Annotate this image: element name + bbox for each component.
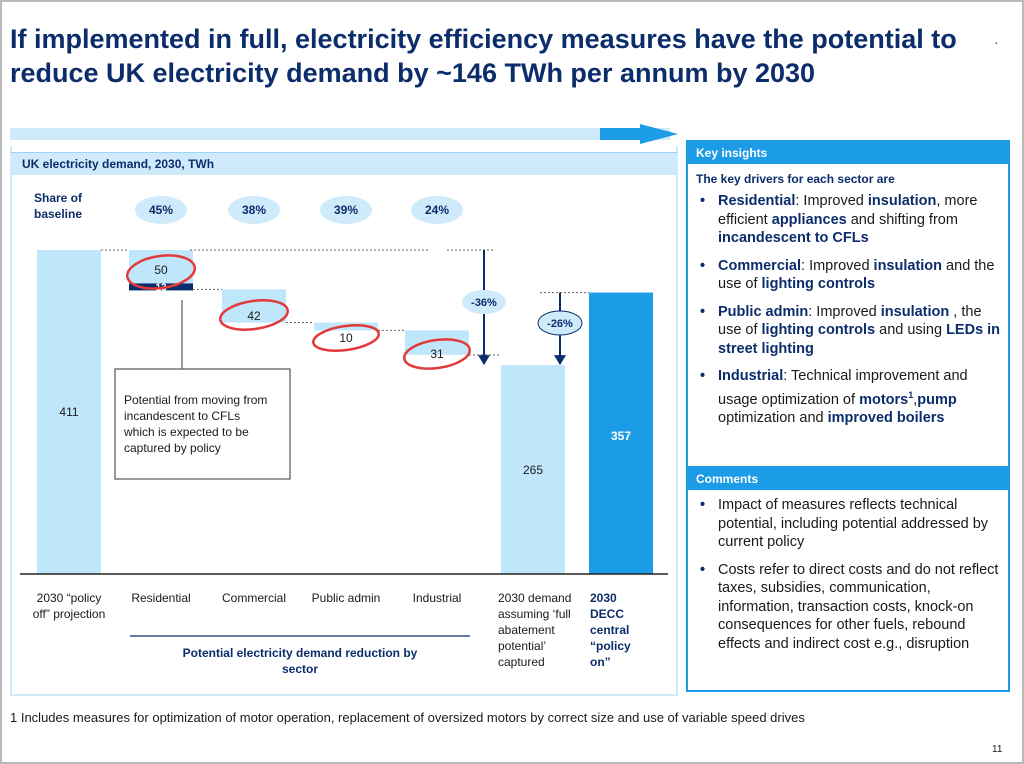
share-label-line2: baseline <box>34 207 82 221</box>
value-label-industrial: 31 <box>430 347 444 361</box>
insight-item: • Residential: Improved insulation, more … <box>700 193 978 246</box>
value-label-public-admin: 10 <box>339 331 353 345</box>
comment-item: • Costs refer to direct costs and do not … <box>700 561 999 652</box>
chart-title: UK electricity demand, 2030, TWh <box>22 157 215 171</box>
category-label: DECC <box>590 607 624 621</box>
value-label-full-abatement: 265 <box>523 463 543 477</box>
share-value: 38% <box>242 203 266 217</box>
callout-text-line: incandescent to CFLs <box>124 409 240 423</box>
category-label: potential’ <box>498 639 546 653</box>
category-label: Residential <box>131 591 190 605</box>
key-insights-list: • Residential: Improved insulation, more … <box>688 192 1008 427</box>
annotation-circle <box>312 324 380 352</box>
bullet-icon: • <box>700 193 706 209</box>
insight-item: • Commercial: Improved insulation and the… <box>700 257 995 293</box>
share-oval <box>228 196 280 224</box>
category-label: assuming ‘full <box>498 607 571 621</box>
change-oval <box>537 310 583 336</box>
category-label: 2030 demand <box>498 591 571 605</box>
slide-title: If implemented in full, electricity effi… <box>10 24 957 88</box>
key-insights-panel: Key insights The key drivers for each se… <box>686 140 1010 470</box>
corner-mark: · <box>994 34 999 50</box>
value-label-commercial: 42 <box>247 309 261 323</box>
header-arrow-accent <box>600 128 640 140</box>
share-value: 45% <box>149 203 173 217</box>
bullet-icon: • <box>700 561 706 578</box>
panel-left-border <box>10 146 12 696</box>
bullet-icon: • <box>700 368 706 384</box>
callout-text-line: which is expected to be <box>123 425 249 439</box>
annotation-circle <box>403 338 471 370</box>
group-label-line1: Potential electricity demand reduction b… <box>183 646 418 660</box>
category-label: abatement <box>498 623 555 637</box>
bar-policy-off <box>37 250 101 574</box>
annotation-circle <box>219 299 289 331</box>
footnote: 1 Includes measures for optimization of … <box>10 710 805 725</box>
comment-item: • Impact of measures reflects technical p… <box>700 497 989 550</box>
bar-policy-on <box>589 292 653 574</box>
category-label: Public admin <box>312 591 381 605</box>
category-label: Commercial <box>222 591 286 605</box>
bullet-icon: • <box>700 497 706 513</box>
value-label-residential: 50 <box>154 263 168 277</box>
share-oval <box>320 196 372 224</box>
page-number: 11 <box>992 744 1003 755</box>
annotation-circle <box>126 254 196 290</box>
change-label-36: -36% <box>471 297 497 309</box>
category-label: “policy <box>590 639 631 653</box>
change-oval <box>462 290 506 314</box>
value-label-policy-on: 357 <box>611 429 631 443</box>
category-label: on” <box>590 655 611 669</box>
comments-header: Comments <box>688 468 1008 490</box>
share-oval <box>135 196 187 224</box>
panel-right-border <box>676 146 678 696</box>
key-insights-header: Key insights <box>688 142 1008 164</box>
callout-text-line: captured by policy <box>124 441 221 455</box>
category-label: Industrial <box>413 591 462 605</box>
share-value: 39% <box>334 203 358 217</box>
category-label: central <box>590 623 629 637</box>
bullet-icon: • <box>700 257 706 274</box>
callout-text-line: Potential from moving from <box>124 393 267 407</box>
category-label: 2030 <box>590 591 617 605</box>
insight-item: • Industrial: Technical improvement and u… <box>700 368 968 426</box>
chart-header: UK electricity demand, 2030, TWh <box>10 152 678 175</box>
comments-panel: Comments • Impact of measures reflects te… <box>686 466 1010 692</box>
bar-full-abatement <box>501 365 565 574</box>
share-value: 24% <box>425 203 449 217</box>
insight-item: • Public admin: Improved insulation , the… <box>700 303 1001 357</box>
change-label-26: -26% <box>547 318 573 330</box>
arrow-down-icon <box>554 355 566 366</box>
arrow-head-icon <box>640 124 678 144</box>
key-insights-subtitle: The key drivers for each sector are <box>696 172 895 186</box>
category-label: off” projection <box>33 607 106 621</box>
arrow-down-icon <box>478 355 490 366</box>
category-label: captured <box>498 655 545 669</box>
header-arrow-bar <box>10 128 670 140</box>
comments-list: • Impact of measures reflects technical p… <box>688 496 1008 653</box>
callout-box <box>114 368 291 480</box>
category-label: 2030 “policy <box>37 591 102 605</box>
panel-bottom-border <box>10 694 678 696</box>
share-oval <box>411 196 463 224</box>
share-label-line1: Share of <box>34 191 83 205</box>
value-label-policy-off: 411 <box>59 405 78 419</box>
bar-reduction <box>405 330 469 355</box>
group-label-line2: sector <box>282 662 318 676</box>
bullet-icon: • <box>700 303 706 320</box>
